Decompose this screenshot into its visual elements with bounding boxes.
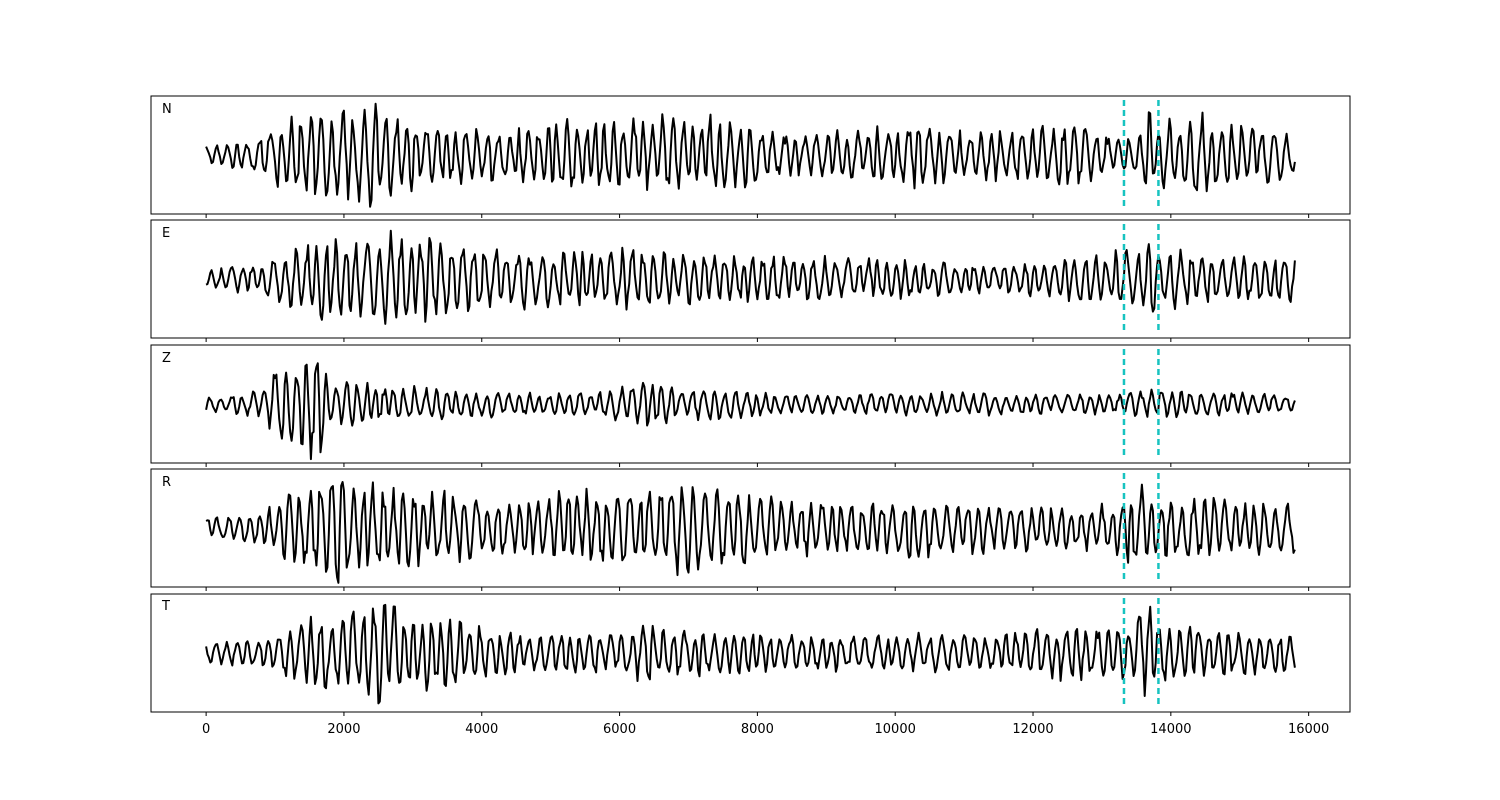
x-tick-label: 0 [202,722,210,737]
waveform-t [205,603,1296,705]
panel-t-label: T [161,599,170,614]
panel-e-trace-group [205,224,1310,342]
x-tick-label: 12000 [1012,722,1053,737]
panel-n-label: N [162,102,172,117]
panel-r: R [150,468,1351,591]
panel-n: N [150,95,1351,218]
panel-t: T [150,593,1351,716]
panel-t-trace-group [205,598,1310,716]
panel-z-trace-group [205,349,1310,467]
x-tick-label: 10000 [875,722,916,737]
panel-z: Z [150,344,1351,467]
panel-n-frame [150,95,1351,215]
waveform-r [205,481,1296,584]
panel-z-label: Z [162,351,171,366]
panel-e: E [150,219,1351,342]
x-axis: 0 2000 4000 6000 8000 10000 12000 14000 16000 [202,722,1329,737]
x-tick-label: 14000 [1150,722,1191,737]
panel-r-frame [150,468,1351,588]
panel-e-frame [150,219,1351,339]
x-tick-label: 2000 [327,722,360,737]
x-tick-label: 8000 [741,722,774,737]
x-tick-label: 16000 [1288,722,1329,737]
panel-t-frame [150,593,1351,713]
panel-z-frame [150,344,1351,464]
panel-n-trace-group [205,100,1310,218]
panel-r-trace-group [205,473,1310,591]
panel-r-label: R [162,475,171,490]
waveform-z [205,362,1296,461]
x-tick-label: 6000 [603,722,636,737]
waveform-e [205,229,1296,325]
x-tick-label: 4000 [465,722,498,737]
panel-e-label: E [162,226,170,241]
waveform-n [205,102,1296,208]
